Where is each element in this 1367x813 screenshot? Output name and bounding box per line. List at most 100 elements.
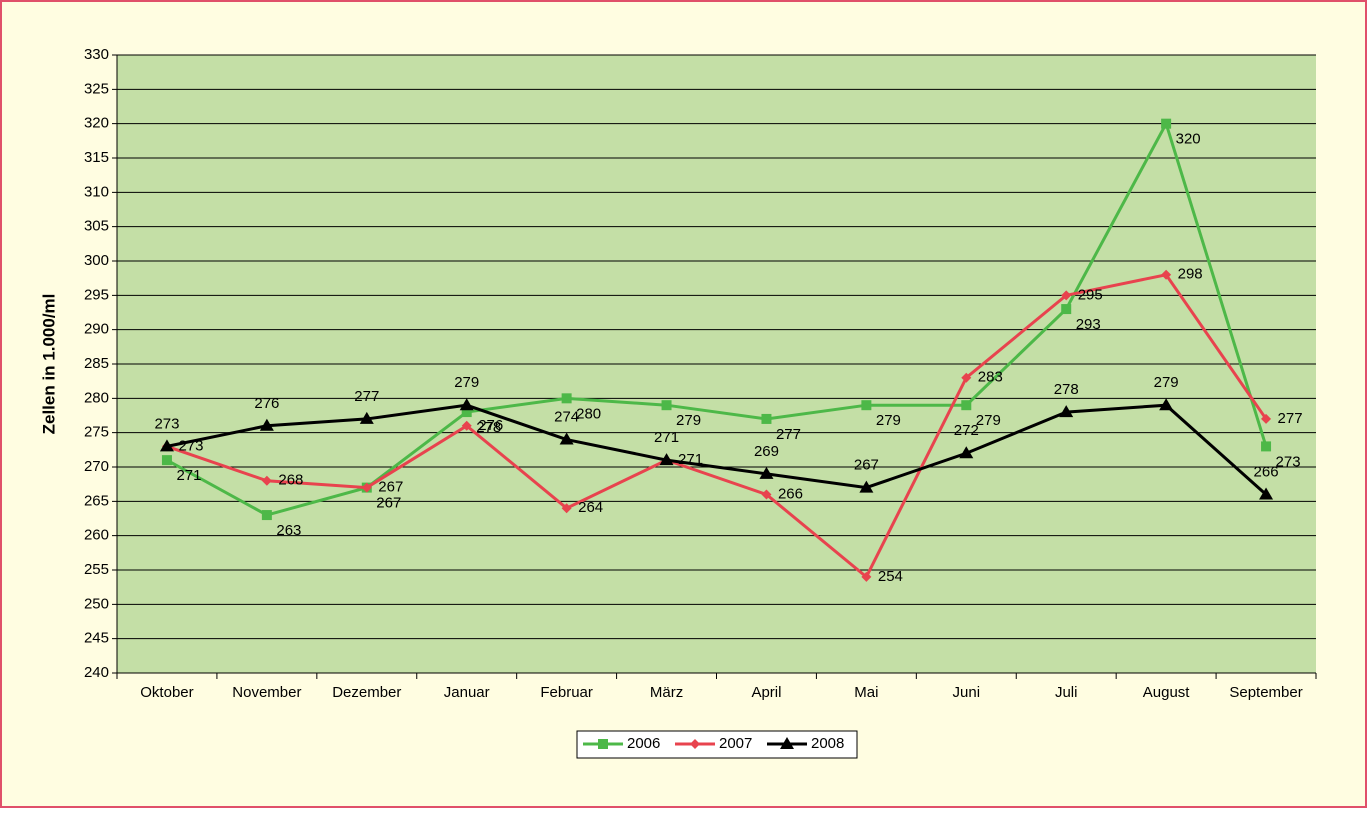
marker <box>780 737 794 749</box>
marker <box>659 453 674 466</box>
marker <box>159 439 174 452</box>
marker <box>259 418 274 431</box>
x-tick-label: April <box>751 684 781 701</box>
y-tick-label: 275 <box>84 424 109 441</box>
marker <box>1161 269 1172 280</box>
data-label: 279 <box>454 374 479 391</box>
y-tick-label: 325 <box>84 80 109 97</box>
y-tick-label: 310 <box>84 183 109 200</box>
data-label: 298 <box>1178 266 1203 283</box>
data-label: 266 <box>778 485 803 502</box>
y-tick-label: 285 <box>84 355 109 372</box>
y-tick-label: 320 <box>84 115 109 132</box>
x-tick-label: August <box>1143 684 1191 701</box>
marker <box>690 739 700 749</box>
data-label: 279 <box>676 412 701 429</box>
marker <box>261 475 272 486</box>
y-tick-label: 295 <box>84 286 109 303</box>
marker <box>761 489 772 500</box>
data-label: 264 <box>578 499 603 516</box>
y-tick-label: 255 <box>84 561 109 578</box>
marker <box>261 510 272 521</box>
marker <box>761 413 772 424</box>
marker <box>961 372 972 383</box>
marker <box>561 503 572 514</box>
marker <box>861 400 872 411</box>
y-tick-label: 300 <box>84 252 109 269</box>
data-label: 320 <box>1176 131 1201 148</box>
data-label: 278 <box>1054 381 1079 398</box>
data-label: 283 <box>978 369 1003 386</box>
x-tick-label: Februar <box>540 684 593 701</box>
marker <box>1161 118 1172 129</box>
data-label: 254 <box>878 568 903 585</box>
marker <box>161 455 172 466</box>
y-tick-label: 250 <box>84 595 109 612</box>
data-label: 277 <box>354 388 379 405</box>
data-label: 278 <box>476 419 501 436</box>
marker <box>361 482 372 493</box>
y-tick-label: 305 <box>84 218 109 235</box>
marker <box>961 400 972 411</box>
data-label: 279 <box>876 412 901 429</box>
data-label: 272 <box>954 422 979 439</box>
x-tick-label: März <box>650 684 683 701</box>
marker <box>461 420 472 431</box>
legend-label: 2007 <box>719 735 752 752</box>
data-label: 273 <box>154 415 179 432</box>
data-label: 280 <box>576 405 601 422</box>
y-tick-label: 280 <box>84 389 109 406</box>
marker <box>459 398 474 411</box>
y-tick-label: 290 <box>84 321 109 338</box>
marker <box>1261 441 1272 452</box>
legend-label: 2006 <box>627 735 660 752</box>
marker <box>1059 405 1074 418</box>
marker <box>598 739 608 749</box>
x-tick-label: Januar <box>444 684 490 701</box>
marker <box>1061 304 1072 315</box>
marker <box>359 411 374 424</box>
data-label: 271 <box>176 467 201 484</box>
marker <box>1259 487 1274 500</box>
marker <box>559 432 574 445</box>
y-tick-label: 265 <box>84 492 109 509</box>
data-label: 267 <box>854 457 879 474</box>
marker <box>561 393 572 404</box>
y-tick-label: 315 <box>84 149 109 166</box>
data-label: 277 <box>776 426 801 443</box>
data-label: 267 <box>376 495 401 512</box>
x-tick-label: November <box>232 684 301 701</box>
x-tick-label: Mai <box>854 684 878 701</box>
marker <box>661 400 672 411</box>
x-tick-label: Dezember <box>332 684 401 701</box>
marker <box>959 446 974 459</box>
data-label: 293 <box>1076 316 1101 333</box>
marker <box>859 480 874 493</box>
data-label: 263 <box>276 522 301 539</box>
y-tick-label: 240 <box>84 664 109 681</box>
marker <box>461 407 472 418</box>
y-axis-label: Zellen in 1.000/ml <box>39 294 58 435</box>
data-label: 276 <box>478 417 503 434</box>
legend-label: 2008 <box>811 735 844 752</box>
marker <box>1261 413 1272 424</box>
data-label: 274 <box>554 409 579 426</box>
legend <box>576 730 858 759</box>
marker <box>1159 398 1174 411</box>
data-label: 279 <box>1154 374 1179 391</box>
x-tick-label: Oktober <box>140 684 193 701</box>
x-tick-label: September <box>1229 684 1302 701</box>
data-label: 276 <box>254 395 279 412</box>
x-tick-label: Juni <box>953 684 981 701</box>
y-tick-label: 330 <box>84 46 109 63</box>
y-tick-label: 270 <box>84 458 109 475</box>
series-line <box>166 403 1268 496</box>
y-tick-label: 260 <box>84 527 109 544</box>
marker <box>861 571 872 582</box>
data-label: 295 <box>1078 286 1103 303</box>
series-line <box>166 119 1268 517</box>
x-tick-label: Juli <box>1055 684 1078 701</box>
series-line <box>166 273 1268 580</box>
data-label: 269 <box>754 443 779 460</box>
